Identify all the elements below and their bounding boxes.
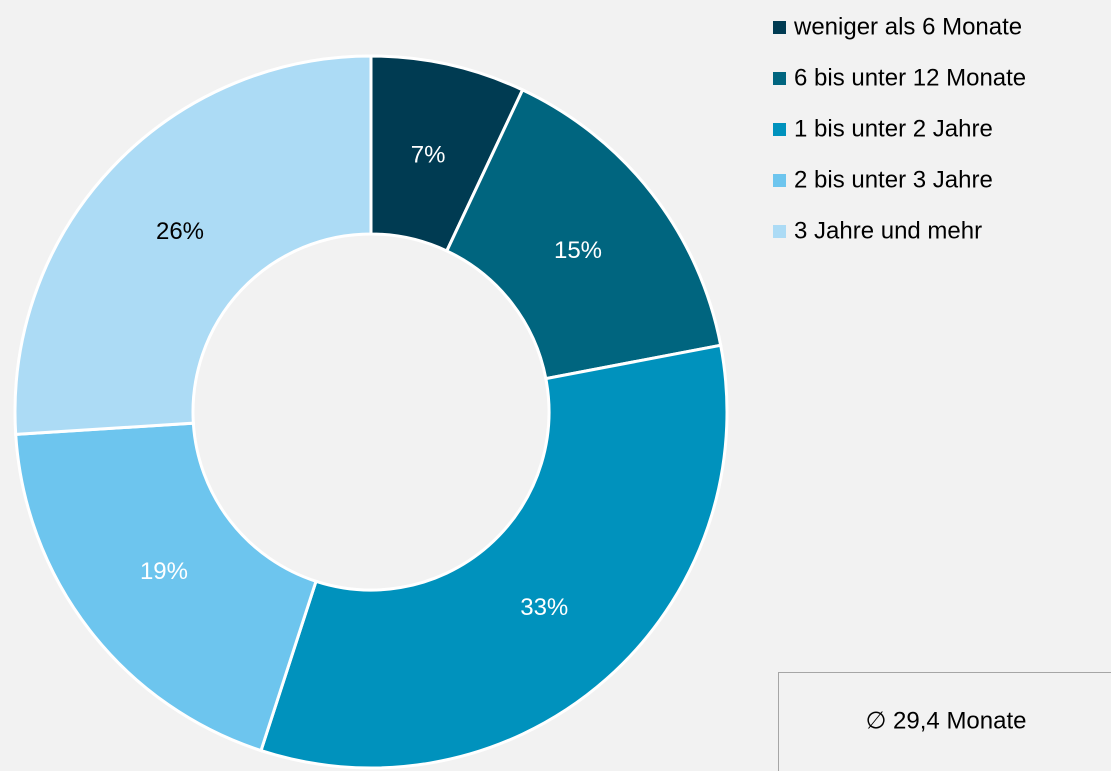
donut-segment: [14, 421, 318, 753]
legend-label: 1 bis unter 2 Jahre: [794, 115, 993, 142]
legend-swatch: [773, 225, 786, 238]
annotation: ∅ 29,4 Monate: [865, 707, 1026, 734]
legend-label: 2 bis unter 3 Jahre: [794, 166, 993, 193]
annotation-box: [778, 672, 1111, 771]
donut-segment: [259, 343, 729, 770]
data-label: 26%: [156, 218, 204, 245]
legend-label: 3 Jahre und mehr: [794, 217, 982, 244]
data-label: 19%: [140, 558, 188, 585]
legend-swatch: [773, 123, 786, 136]
data-label: 33%: [520, 594, 568, 621]
legend-swatch: [773, 72, 786, 85]
legend-swatch: [773, 174, 786, 187]
legend-label: 6 bis unter 12 Monate: [794, 64, 1026, 91]
donut-segment: [444, 87, 723, 381]
donut-segment: [13, 54, 373, 436]
data-label: 15%: [554, 237, 602, 264]
data-label: 7%: [411, 142, 446, 169]
legend-swatch: [773, 21, 786, 34]
legend-label: weniger als 6 Monate: [793, 13, 1022, 40]
